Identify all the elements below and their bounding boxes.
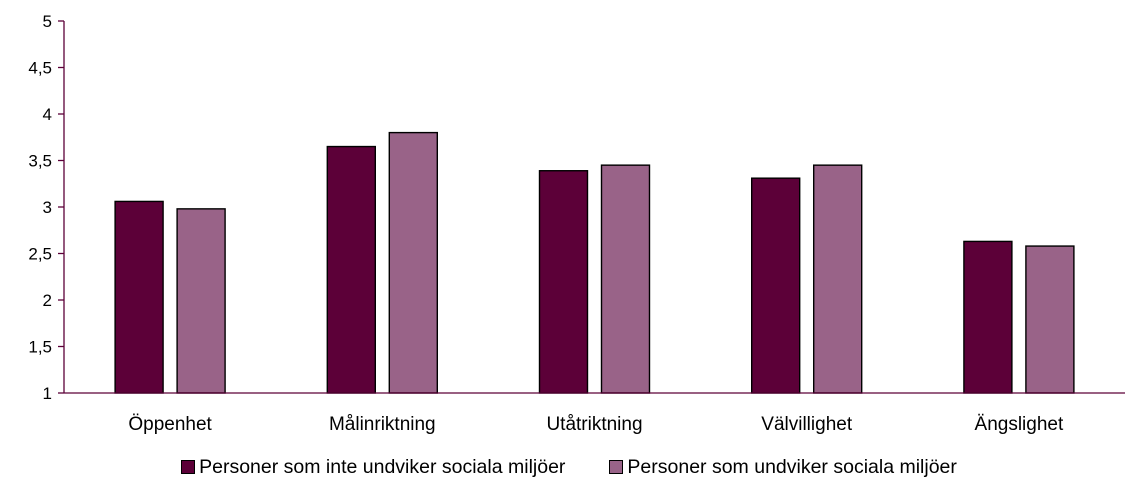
bar-not-avoiding [114,200,164,394]
y-tick-label: 5 [43,12,52,31]
bar-avoiding [813,164,863,394]
legend-label-series-1: Personer som inte undviker sociala miljö… [199,455,566,478]
x-category-label: Ängslighet [975,414,1064,435]
x-category-label: Öppenhet [128,414,212,435]
bar-avoiding [176,208,226,394]
legend: Personer som inte undviker sociala miljö… [0,452,1138,482]
y-axis: 1 1,5 2 2,5 3 3,5 4 4,5 5 [28,12,65,403]
bar-not-avoiding [538,170,589,394]
legend-item-series-2: Personer som undviker sociala miljöer [609,455,957,479]
bar-avoiding [600,164,651,394]
x-category-label: Målinriktning [329,414,436,435]
y-tick-label: 2,5 [28,245,52,264]
x-category-label: Utåtriktning [546,414,642,435]
legend-label-series-2: Personer som undviker sociala miljöer [627,455,957,478]
bar-not-avoiding [751,177,801,394]
y-tick-label: 1 [43,384,52,403]
y-tick-label: 1,5 [28,338,52,357]
legend-swatch-series-2 [609,460,624,474]
y-tick-label: 4,5 [28,59,52,78]
bar-avoiding [388,131,438,394]
y-tick-label: 4 [43,105,52,124]
y-tick-label: 3,5 [28,152,52,171]
legend-item-series-1: Personer som inte undviker sociala miljö… [181,456,565,479]
legend-swatch-series-1 [181,460,196,474]
bar-not-avoiding [963,240,1013,394]
bar-chart: 1 1,5 2 2,5 3 3,5 4 4,5 5 Öppenhet Målinriktning U… [28,12,1125,435]
y-tick-label: 3 [43,198,52,217]
y-tick-label: 2 [43,291,52,310]
bar-not-avoiding [326,145,376,394]
x-category-label: Välvillighet [761,414,853,435]
bar-avoiding [1025,245,1075,394]
x-axis: Öppenhet Målinriktning Utåtriktning Välvill… [64,392,1125,435]
bars [114,131,1075,394]
